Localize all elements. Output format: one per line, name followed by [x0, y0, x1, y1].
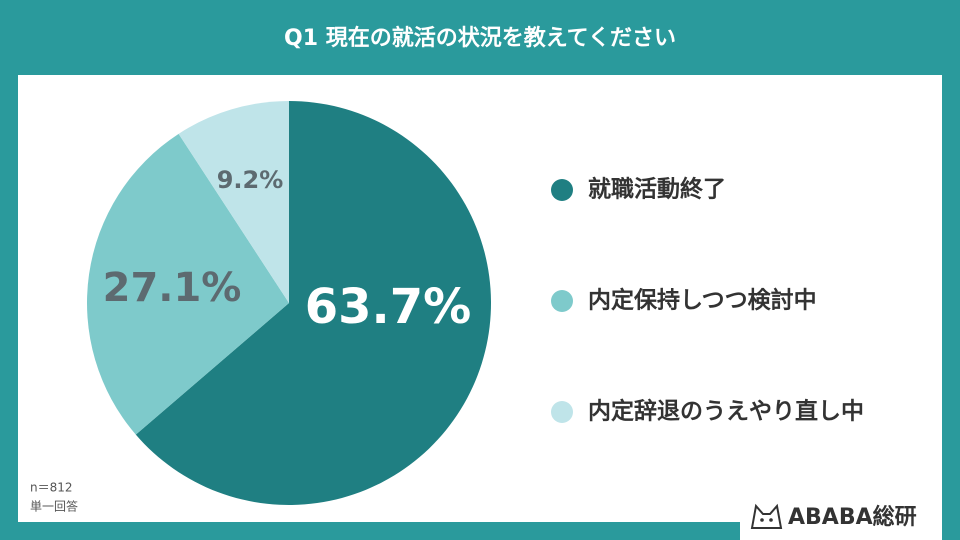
legend-label: 就職活動終了	[588, 176, 726, 203]
legend-marker	[551, 290, 573, 312]
brand: ABABA総研	[788, 504, 917, 530]
data-label: 9.2%	[217, 166, 284, 194]
pie-slice	[87, 133, 289, 435]
logo-icon	[750, 503, 783, 529]
data-label: 27.1%	[103, 265, 242, 311]
data-label: 63.7%	[305, 279, 472, 335]
legend-label: 内定辞退のうえやり直し中	[588, 398, 864, 425]
chart-title: Q1 現在の就活の状況を教えてください	[284, 25, 676, 51]
pie-slice	[178, 101, 289, 303]
pie-slice	[135, 101, 491, 505]
legend-label: 内定保持しつつ検討中	[588, 287, 817, 314]
legend-marker	[551, 179, 573, 201]
note: n＝812	[30, 481, 73, 495]
note: 単一回答	[30, 499, 78, 514]
legend-marker	[551, 401, 573, 423]
